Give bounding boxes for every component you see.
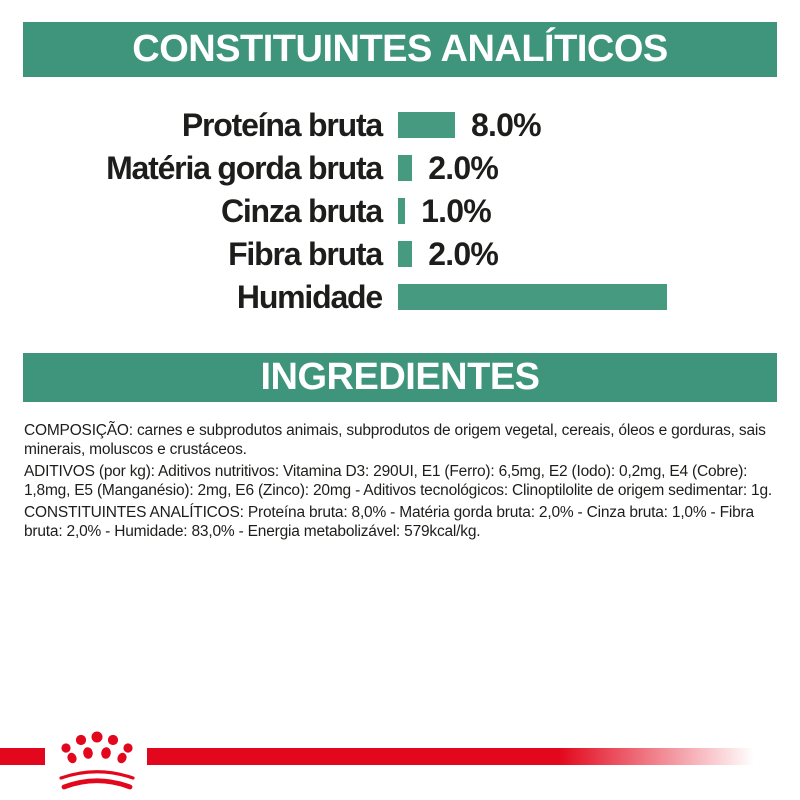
additives-paragraph: ADITIVOS (por kg): Aditivos nutritivos: … [24, 463, 773, 499]
chart-category-label: Matéria gorda bruta [106, 150, 383, 186]
crown-paw-dots [61, 731, 133, 764]
analytical-constituents-banner: CONSTITUINTES ANALÍTICOS [23, 22, 777, 77]
crown-base-arcs [59, 770, 135, 790]
chart-bar [398, 112, 455, 138]
chart-row: Humidade [0, 279, 800, 315]
brand-stripe-left [0, 748, 45, 765]
ingredients-text-block: COMPOSIÇÃO: carnes e subprodutos animais… [24, 421, 779, 544]
chart-value-label: 1.0% [421, 193, 492, 229]
chart-row: Proteína bruta 8.0% [0, 107, 800, 143]
chart-bar [398, 198, 406, 224]
chart-bar [398, 155, 413, 181]
chart-bar [398, 284, 667, 310]
chart-category-label: Cinza bruta [220, 193, 383, 229]
analytical-constituents-paragraph: CONSTITUINTES ANALÍTICOS: Proteína bruta… [24, 504, 754, 540]
composition-paragraph: COMPOSIÇÃO: carnes e subprodutos animais… [24, 422, 766, 458]
analytical-constituents-title: CONSTITUINTES ANALÍTICOS [132, 28, 668, 70]
chart-row: Fibra bruta 2.0% [0, 236, 800, 272]
royal-canin-crown-logo [59, 731, 135, 790]
ingredients-banner: INGREDIENTES [23, 353, 777, 402]
ingredients-title: INGREDIENTES [260, 356, 540, 398]
brand-stripe-right [147, 748, 800, 765]
chart-category-label: Proteína bruta [181, 107, 383, 143]
chart-value-label: 2.0% [428, 150, 499, 186]
chart-category-label: Fibra bruta [228, 236, 383, 272]
chart-row: Matéria gorda bruta 2.0% [0, 150, 800, 186]
chart-value-label: 2.0% [428, 236, 499, 272]
chart-category-label: Humidade [236, 279, 383, 315]
chart-value-label: 8.0% [471, 107, 542, 143]
chart-bar [398, 241, 413, 267]
analytical-chart: Proteína bruta 8.0% Matéria gorda bruta 2.0… [0, 107, 800, 327]
chart-row: Cinza bruta 1.0% [0, 193, 800, 229]
